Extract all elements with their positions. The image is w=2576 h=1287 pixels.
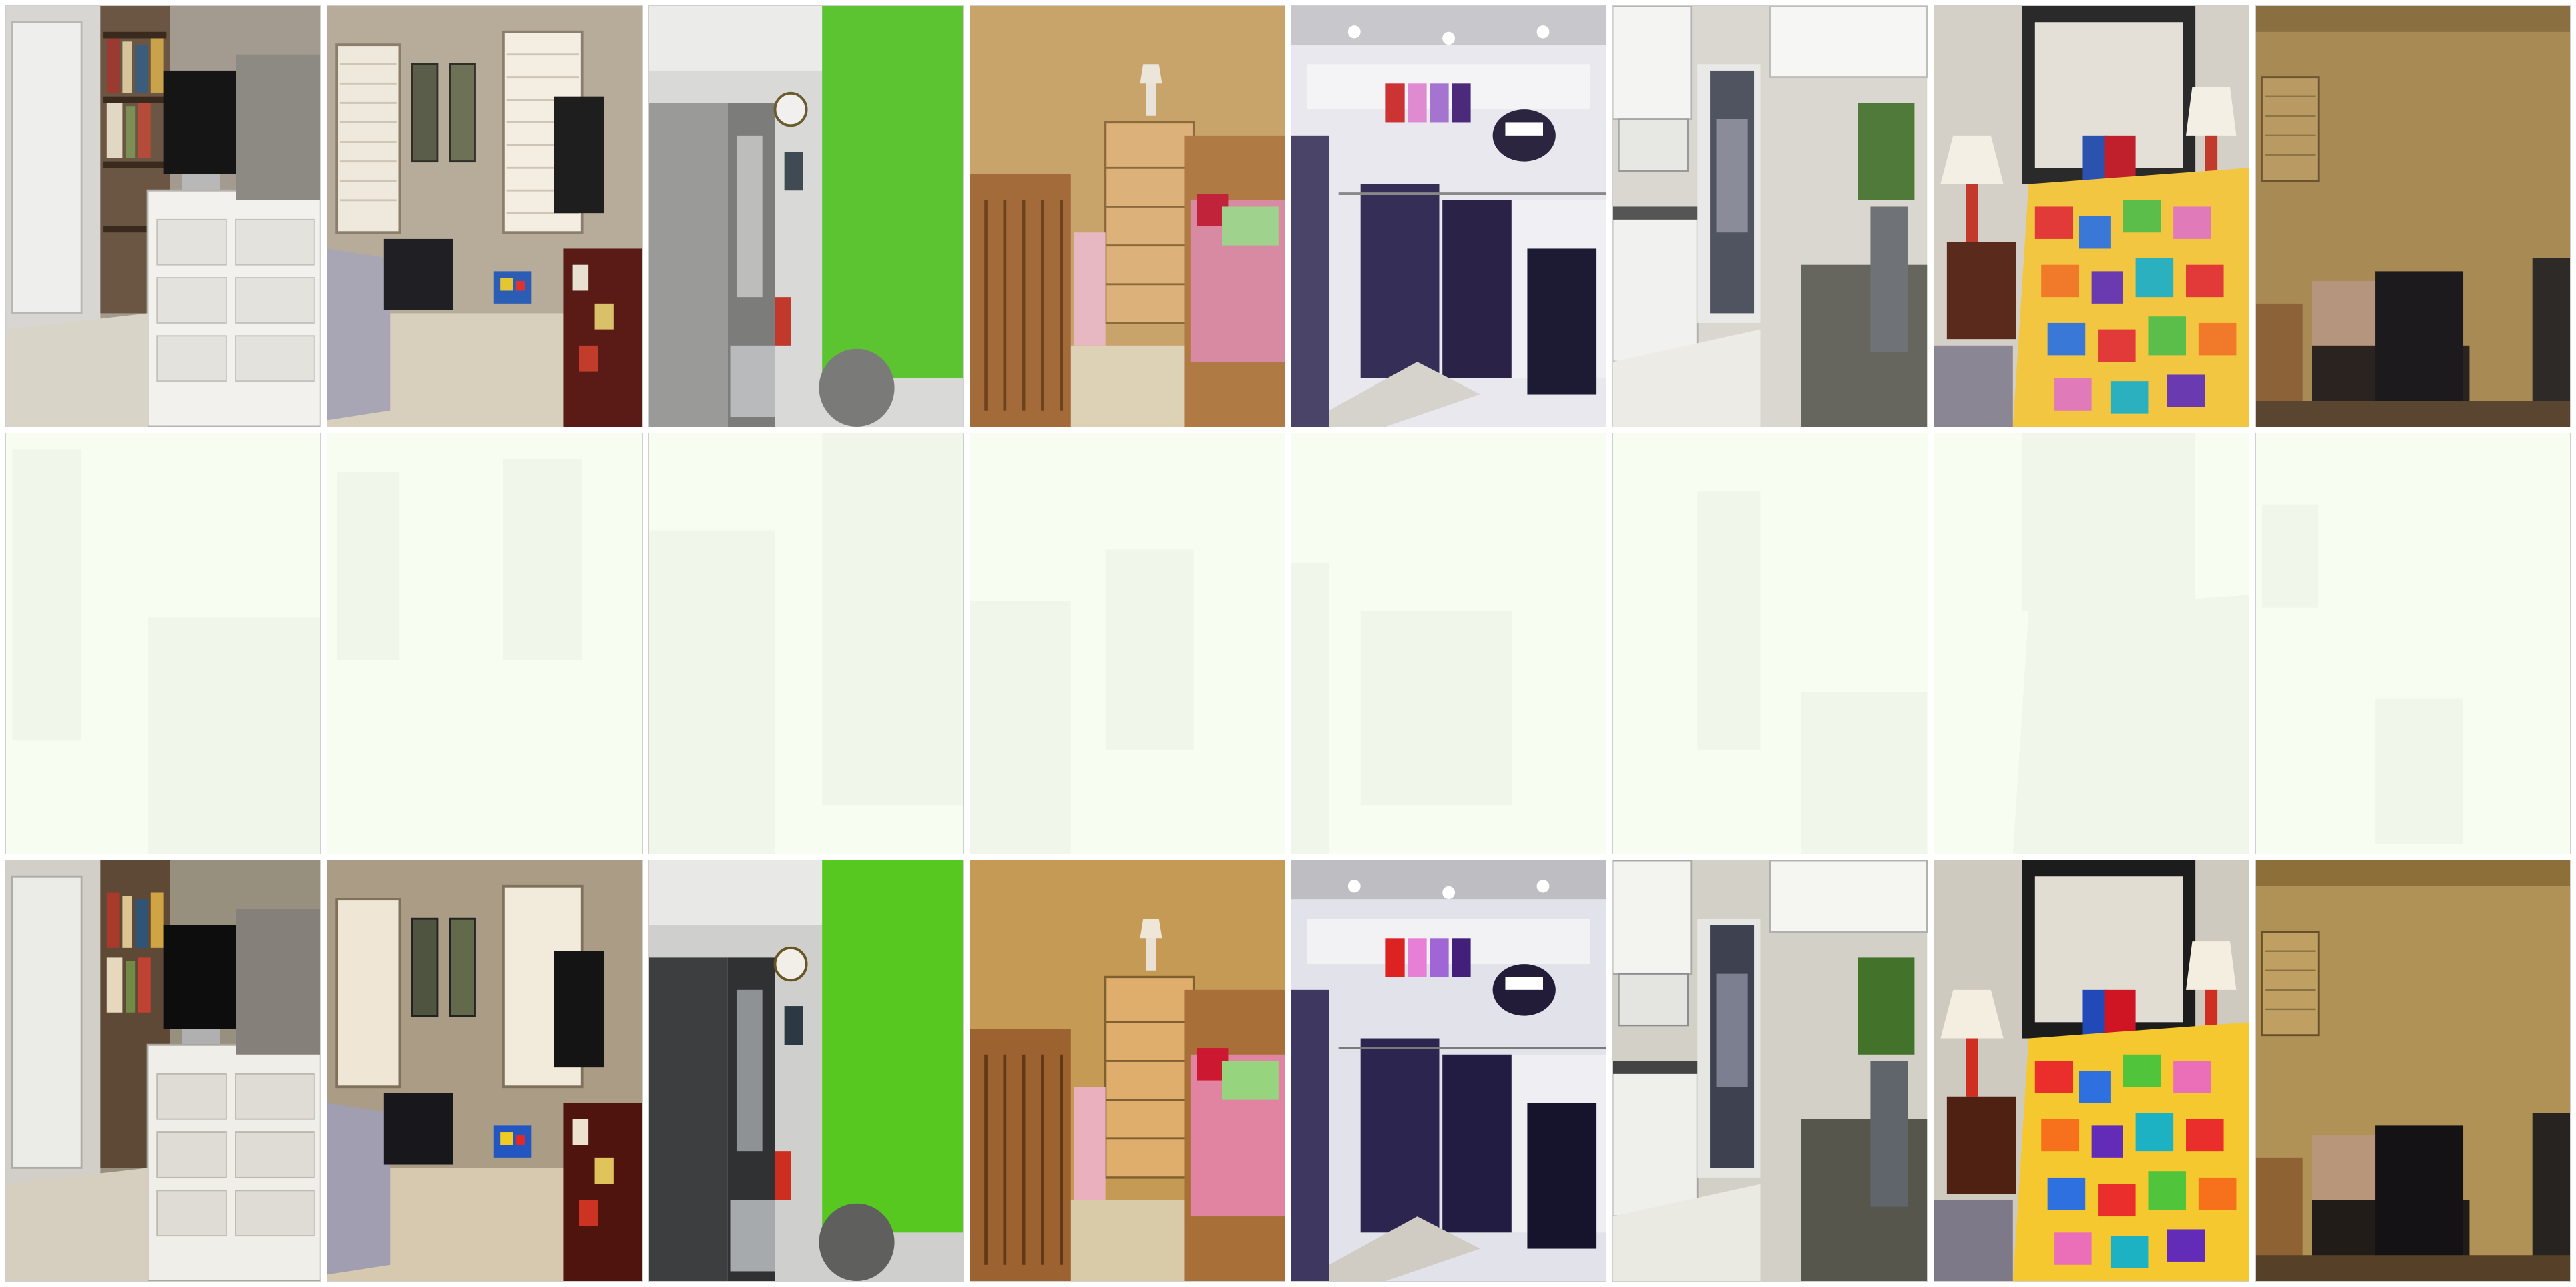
tile-r3-bedroom-windows — [327, 860, 643, 1282]
scene-bedroom-windows-out — [327, 860, 642, 1281]
ghost-nursery — [970, 549, 1194, 854]
tile-r1-quilt — [1933, 5, 2249, 427]
tile-r2-washed-1 — [5, 433, 322, 854]
scene-quilt — [1934, 6, 2249, 427]
scene-office-green — [648, 6, 963, 427]
ghost-bedroom-dresser — [12, 449, 321, 854]
tile-r1-kitchen — [1612, 5, 1928, 427]
tile-r2-washed-5 — [1291, 433, 1607, 854]
ghost-dim-bedroom — [2262, 504, 2463, 844]
tile-r2-washed-6 — [1612, 433, 1928, 854]
tile-r1-nursery — [969, 5, 1285, 427]
ghost-bedroom-windows — [337, 459, 582, 660]
tile-r3-dim-bedroom — [2254, 860, 2571, 1282]
scene-quilt-out — [1934, 860, 2249, 1281]
ghost-quilt — [2012, 433, 2249, 854]
ghost-retail — [1291, 562, 1512, 854]
tile-r1-bedroom-windows — [327, 5, 643, 427]
tile-r3-nursery — [969, 860, 1285, 1282]
scene-bedroom-dresser-out — [6, 860, 321, 1281]
tile-r2-washed-2 — [327, 433, 643, 854]
tile-r3-quilt — [1933, 860, 2249, 1282]
tile-r2-washed-4 — [969, 433, 1285, 854]
tile-r1-bedroom-dresser — [5, 5, 322, 427]
ghost-kitchen — [1697, 491, 1928, 854]
scene-kitchen-out — [1613, 860, 1928, 1281]
scene-kitchen — [1613, 6, 1928, 427]
tile-r2-washed-7 — [1933, 433, 2249, 854]
scene-bedroom-windows — [327, 6, 642, 427]
tile-r1-office-green — [648, 5, 964, 427]
tile-r3-bedroom-dresser — [5, 860, 322, 1282]
scene-dim-bedroom — [2255, 6, 2570, 427]
tile-r3-office-green — [648, 860, 964, 1282]
scene-dim-bedroom-out — [2255, 860, 2570, 1281]
scene-retail — [1291, 6, 1606, 427]
scene-nursery — [970, 6, 1285, 427]
tile-r3-kitchen — [1612, 860, 1928, 1282]
tile-r1-dim-bedroom — [2254, 5, 2571, 427]
scene-nursery-out — [970, 860, 1285, 1281]
ghost-office-green — [648, 433, 963, 854]
tile-r2-washed-3 — [648, 433, 964, 854]
tile-r1-retail — [1291, 5, 1607, 427]
tile-r3-retail — [1291, 860, 1607, 1282]
tile-r2-washed-8 — [2254, 433, 2571, 854]
scene-retail-out — [1291, 860, 1606, 1281]
scene-office-green-out — [648, 860, 963, 1281]
scene-bedroom-dresser — [6, 6, 321, 427]
